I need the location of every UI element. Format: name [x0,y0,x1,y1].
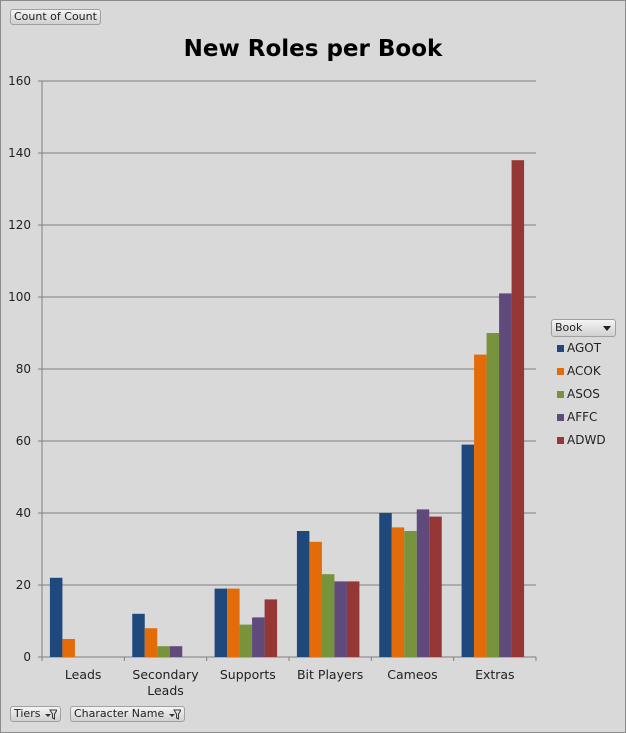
y-tick-label: 120 [8,218,31,232]
bar [404,531,417,657]
y-tick-label: 100 [8,290,31,304]
bar [309,541,322,657]
bar [334,581,347,657]
bar [252,617,265,657]
bar [429,516,442,657]
legend-label: AFFC [567,410,598,424]
bar [62,639,75,657]
legend-item: AGOT [551,337,617,360]
bar [169,646,183,657]
bar [296,531,310,657]
bar [227,588,240,657]
x-tick-label: Bit Players [297,667,363,682]
y-tick-label: 140 [8,146,31,160]
chart-title: New Roles per Book [183,36,443,62]
bar [346,581,360,657]
bar [144,628,158,657]
y-tick-label: 40 [16,506,31,520]
legend-field-button[interactable]: Book [551,319,616,337]
bar [499,293,512,657]
character-name-field-button[interactable]: Character Name [70,706,186,722]
y-tick-label: 160 [8,74,31,88]
bar [49,577,63,657]
legend-label: ASOS [567,387,600,401]
legend-swatch [557,345,564,352]
legend-swatch [557,414,564,421]
filter-icon[interactable] [45,709,58,720]
legend-title: Book [555,321,583,334]
legend-item: ACOK [551,360,617,383]
y-tick-label: 0 [23,650,31,664]
x-tick-label: Leads [147,683,184,698]
bar [214,588,228,657]
legend-swatch [557,391,564,398]
bar [264,599,278,657]
bar [157,646,170,657]
value-field-button[interactable]: Count of Count [10,9,101,25]
x-tick-label: Secondary [132,667,199,682]
y-tick-label: 60 [16,434,31,448]
legend-swatch [557,368,564,375]
y-tick-label: 20 [16,578,31,592]
y-tick-label: 80 [16,362,31,376]
bar [511,160,525,657]
character-name-field-label: Character Name [74,707,165,720]
legend-label: ACOK [567,364,601,378]
bar [416,509,430,657]
x-tick-label: Supports [220,667,276,682]
bar [321,574,335,657]
legend: Book AGOT ACOK ASOS AFFC ADWD [551,319,617,452]
legend-item: ADWD [551,429,617,452]
x-tick-label: Extras [475,667,515,682]
bar [379,513,392,657]
x-tick-label: Cameos [387,667,437,682]
bar [391,527,405,657]
tiers-field-button[interactable]: Tiers [10,706,62,722]
bar [474,354,487,657]
bar [486,333,500,657]
legend-swatch [557,437,564,444]
bar [461,444,475,657]
legend-label: AGOT [567,341,602,355]
chevron-down-icon[interactable] [603,326,611,331]
legend-label: ADWD [567,433,606,447]
legend-item: ASOS [551,383,617,406]
x-tick-label: Leads [65,667,102,682]
bar [132,613,145,657]
filter-icon[interactable] [169,709,182,720]
legend-item: AFFC [551,406,617,429]
tiers-field-label: Tiers [14,707,41,720]
bar [239,624,253,657]
